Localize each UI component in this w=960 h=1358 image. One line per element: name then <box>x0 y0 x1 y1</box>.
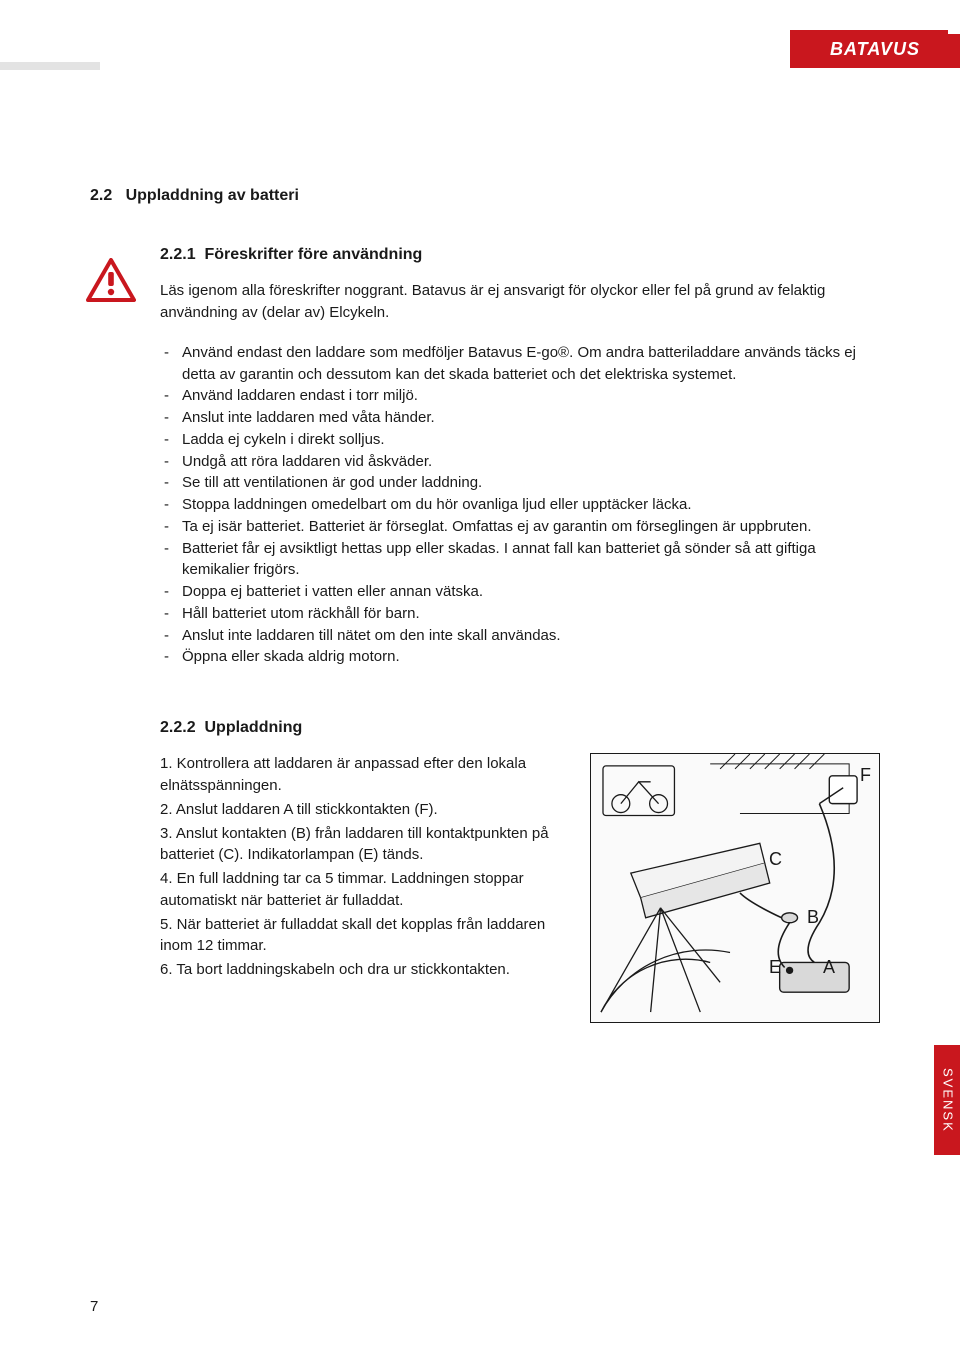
list-item: Öppna eller skada aldrig motorn. <box>160 646 880 668</box>
list-item: 3. Anslut kontakten (B) från laddaren ti… <box>160 823 572 867</box>
list-item: Använd endast den laddare som medföljer … <box>160 342 880 386</box>
list-item: Använd laddaren endast i torr miljö. <box>160 385 880 407</box>
prescriptions-list: Använd endast den laddare som medföljer … <box>160 342 880 668</box>
subsection-heading-2: 2.2.2 Uppladdning <box>160 716 880 739</box>
section-number: 2.2 <box>90 187 112 204</box>
language-side-tab: SVENSK <box>934 1045 960 1155</box>
warning-icon <box>86 258 136 309</box>
figure-label-b: B <box>807 904 819 930</box>
page-content: 2.2 Uppladdning av batteri 2.2.1 Föreskr… <box>90 184 880 1023</box>
intro-paragraph: Läs igenom alla föreskrifter noggrant. B… <box>160 280 880 324</box>
subsection-number: 2.2.1 <box>160 246 196 263</box>
subsection-heading-1: 2.2.1 Föreskrifter före användning <box>160 243 880 266</box>
list-item: Batteriet får ej avsiktligt hettas upp e… <box>160 538 880 582</box>
figure-label-a: A <box>823 954 835 980</box>
list-item: Undgå att röra laddaren vid åskväder. <box>160 451 880 473</box>
section-heading: 2.2 Uppladdning av batteri <box>90 184 880 207</box>
charging-steps: 1. Kontrollera att laddaren är anpassad … <box>160 753 572 983</box>
list-item: Ladda ej cykeln i direkt solljus. <box>160 429 880 451</box>
list-item: Anslut inte laddaren till nätet om den i… <box>160 625 880 647</box>
charging-diagram: F C B E A <box>590 753 880 1023</box>
list-item: Ta ej isär batteriet. Batteriet är förse… <box>160 516 880 538</box>
list-item: 5. När batteriet är fulladdat skall det … <box>160 914 572 958</box>
figure-label-f: F <box>860 762 871 788</box>
subsection-number: 2.2.2 <box>160 719 196 736</box>
list-item: 1. Kontrollera att laddaren är anpassad … <box>160 753 572 797</box>
subsection-title: Uppladdning <box>204 719 302 736</box>
list-item: 6. Ta bort laddningskabeln och dra ur st… <box>160 959 572 981</box>
subsection-title: Föreskrifter före användning <box>204 246 422 263</box>
page-number: 7 <box>90 1296 98 1318</box>
list-item: 2. Anslut laddaren A till stickkontakten… <box>160 799 572 821</box>
section-title: Uppladdning av batteri <box>126 187 299 204</box>
list-item: Anslut inte laddaren med våta händer. <box>160 407 880 429</box>
list-item: Stoppa laddningen omedelbart om du hör o… <box>160 494 880 516</box>
list-item: Se till att ventilationen är god under l… <box>160 472 880 494</box>
figure-label-c: C <box>769 846 782 872</box>
list-item: Håll batteriet utom räckhåll för barn. <box>160 603 880 625</box>
header-strip <box>0 62 100 70</box>
brand-logo-tab: BATAVUS <box>790 30 960 68</box>
list-item: Doppa ej batteriet i vatten eller annan … <box>160 581 880 603</box>
figure-label-e: E <box>769 954 781 980</box>
list-item: 4. En full laddning tar ca 5 timmar. Lad… <box>160 868 572 912</box>
